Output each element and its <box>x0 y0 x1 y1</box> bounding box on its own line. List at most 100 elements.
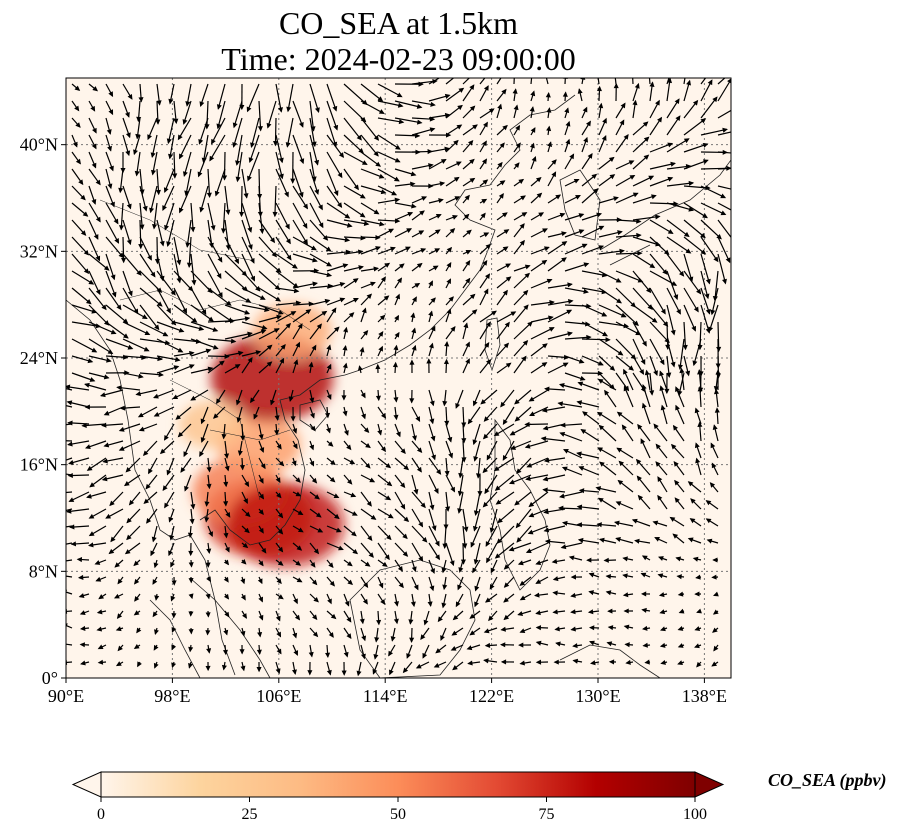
wind-vector-head <box>182 308 187 314</box>
wind-vector-head <box>613 520 620 526</box>
wind-vector <box>122 321 150 336</box>
wind-vector-head <box>97 644 104 650</box>
wind-vector-head <box>339 282 346 287</box>
wind-vector-head <box>240 665 246 672</box>
wind-vector-head <box>123 333 129 339</box>
wind-vector-head <box>552 609 558 615</box>
wind-vector-head <box>272 141 279 147</box>
wind-vector-head <box>182 171 188 177</box>
wind-vector-head <box>587 153 593 159</box>
wind-vector <box>513 78 515 85</box>
wind-vector-head <box>503 614 510 621</box>
wind-vector <box>649 338 665 365</box>
wind-vector-head <box>497 103 503 110</box>
colorbar-tick-25: 25 <box>241 806 258 823</box>
wind-vector-head <box>642 121 649 127</box>
wind-vector-head <box>224 611 230 618</box>
wind-vector-head <box>153 562 159 569</box>
wind-vector-head <box>373 150 379 157</box>
wind-vector-head <box>154 629 159 636</box>
wind-vector-head <box>667 142 674 148</box>
wind-vector-head <box>400 448 406 455</box>
wind-vector-head <box>366 293 373 300</box>
wind-vector <box>197 151 209 177</box>
wind-vector-head <box>446 261 452 268</box>
wind-vector-head <box>344 237 351 243</box>
wind-vector-head <box>513 104 519 111</box>
wind-vector-head <box>375 363 381 370</box>
wind-vector-head <box>544 386 550 392</box>
wind-vector-head <box>458 567 464 573</box>
wind-vector-head <box>311 141 317 148</box>
wind-vector-head <box>346 561 353 567</box>
lat-tick-label-4: 32°N <box>20 241 58 261</box>
wind-vector <box>88 236 100 261</box>
wind-vector-head <box>655 99 660 106</box>
wind-vector <box>207 270 223 298</box>
wind-vector-head <box>171 644 177 651</box>
wind-vector-head <box>705 308 711 315</box>
wind-vector-head <box>678 608 685 614</box>
wind-vector-head <box>400 503 406 510</box>
wind-vector-head <box>411 203 417 209</box>
wind-vector-head <box>583 136 589 143</box>
wind-vector-head <box>269 237 276 244</box>
wind-vector-head <box>309 444 315 451</box>
wind-vector-head <box>598 424 605 431</box>
wind-vector-head <box>380 446 386 453</box>
wind-vector-head <box>178 327 185 333</box>
wind-vector-head <box>400 482 406 489</box>
wind-vector-head <box>456 124 463 130</box>
wind-vector-head <box>648 175 655 181</box>
wind-vector <box>122 253 142 276</box>
wind-vector-head <box>683 138 690 144</box>
wind-vector <box>207 338 236 343</box>
wind-vector <box>179 185 192 213</box>
wind-vector-head <box>211 138 216 145</box>
wind-vector-head <box>177 431 184 438</box>
wind-vector-head <box>210 225 216 231</box>
wind-vector-head <box>670 361 676 368</box>
wind-vector-head <box>397 102 404 108</box>
wind-vector-head <box>276 631 282 638</box>
wind-vector-head <box>596 411 603 417</box>
wind-vector-head <box>422 652 428 659</box>
wind-vector <box>428 78 441 85</box>
wind-vector-head <box>145 483 151 490</box>
wind-vector-head <box>711 574 717 580</box>
wind-vector-head <box>641 625 648 631</box>
wind-vector-head <box>597 447 604 453</box>
wind-vector <box>564 78 566 85</box>
wind-vector-head <box>294 614 301 621</box>
wind-vector-head <box>259 493 265 500</box>
wind-vector-head <box>415 663 422 669</box>
wind-vector-head <box>76 557 83 563</box>
wind-vector-head <box>234 258 239 265</box>
wind-vector <box>717 321 720 352</box>
wind-vector <box>683 270 701 294</box>
wind-vector-head <box>378 345 383 352</box>
wind-vector-head <box>312 614 318 621</box>
wind-vector-head <box>89 377 96 382</box>
wind-vector-head <box>542 425 549 431</box>
wind-vector-head <box>292 428 298 434</box>
wind-vector <box>309 134 319 165</box>
wind-vector <box>167 117 175 144</box>
wind-vector-head <box>363 582 369 589</box>
wind-vector-head <box>575 195 581 200</box>
wind-vector-head <box>596 73 599 77</box>
wind-vector-head <box>691 325 696 332</box>
wind-vector-head <box>601 134 607 141</box>
wind-vector-head <box>659 642 666 648</box>
wind-vector-head <box>370 281 376 287</box>
wind-vector-head <box>504 321 510 328</box>
wind-vector-head <box>321 310 328 316</box>
wind-vector-head <box>278 157 284 164</box>
wind-vector-head <box>330 459 336 466</box>
wind-vector-head <box>667 78 673 84</box>
wind-vector-head <box>388 650 394 657</box>
wind-vector-head <box>250 142 255 149</box>
wind-vector-head <box>559 493 565 499</box>
wind-vector <box>275 134 283 163</box>
wind-vector-head <box>446 278 451 285</box>
